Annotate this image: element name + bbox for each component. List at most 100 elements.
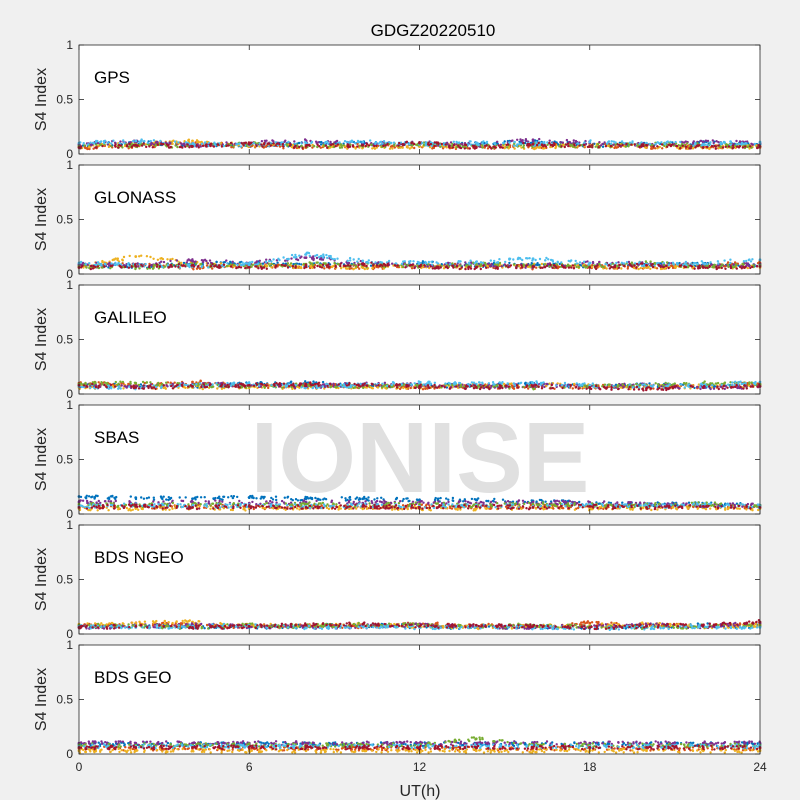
scatter-dot	[270, 260, 273, 263]
scatter-dot	[508, 257, 511, 260]
scatter-dot	[370, 261, 373, 264]
scatter-dot	[207, 266, 210, 269]
scatter-dot	[433, 141, 436, 144]
scatter-dot	[619, 386, 623, 389]
scatter-dot	[653, 261, 657, 265]
scatter-dot	[712, 264, 715, 267]
scatter-dot	[131, 140, 135, 143]
scatter-dot	[95, 143, 98, 146]
scatter-dot	[354, 265, 358, 268]
scatter-dot	[410, 146, 413, 149]
scatter-dot	[356, 142, 359, 146]
scatter-dot	[567, 259, 570, 263]
scatter-dot	[130, 145, 134, 148]
scatter-dot	[274, 144, 277, 147]
scatter-dot	[402, 386, 405, 390]
scatter-dot	[392, 141, 396, 144]
scatter-dot	[644, 260, 648, 263]
scatter-dot	[81, 264, 84, 268]
scatter-dot	[697, 267, 700, 270]
scatter-dot	[250, 265, 253, 268]
scatter-dot	[606, 144, 610, 147]
scatter-dot	[445, 262, 448, 265]
scatter-dot	[129, 141, 132, 144]
scatter-dot	[435, 265, 438, 268]
scatter-dot	[614, 141, 617, 144]
scatter-dot	[84, 263, 88, 266]
scatter-dot	[120, 266, 123, 269]
scatter-dot	[295, 255, 298, 259]
scatter-dot	[531, 259, 534, 262]
scatter-dot	[504, 260, 507, 264]
scatter-dot	[649, 267, 652, 270]
scatter-dot	[397, 144, 400, 147]
scatter-dot	[437, 267, 440, 270]
scatter-dot	[330, 265, 334, 269]
scatter-dot	[560, 264, 564, 267]
scatter-dot	[623, 264, 626, 267]
scatter-dot	[510, 382, 513, 385]
scatter-dot	[620, 140, 624, 143]
scatter-dot	[356, 145, 359, 148]
scatter-dot	[711, 139, 714, 142]
scatter-dot	[493, 141, 496, 145]
scatter-dot	[272, 142, 275, 145]
scatter-dot	[169, 381, 172, 384]
scatter-dot	[82, 142, 85, 145]
scatter-dot	[563, 145, 566, 149]
scatter-dot	[300, 263, 303, 266]
scatter-dot	[686, 142, 689, 145]
scatter-dot	[367, 259, 370, 262]
axes-background	[79, 165, 760, 274]
scatter-dot	[757, 144, 760, 147]
scatter-dot	[356, 260, 359, 263]
scatter-dot	[639, 266, 642, 270]
data-point	[701, 146, 705, 149]
scatter-dot	[604, 262, 607, 266]
scatter-dot	[225, 141, 228, 144]
scatter-dot	[503, 146, 506, 149]
scatter-dot	[256, 142, 259, 145]
scatter-dot	[370, 143, 373, 146]
scatter-dot	[694, 141, 697, 145]
scatter-dot	[165, 384, 168, 387]
scatter-dot	[506, 143, 510, 146]
scatter-dot	[229, 263, 232, 266]
scatter-dot	[742, 260, 746, 263]
scatter-dot	[535, 266, 538, 269]
scatter-dot	[610, 140, 613, 143]
scatter-dot	[100, 262, 103, 266]
scatter-dot	[246, 266, 249, 269]
scatter-dot	[313, 266, 316, 269]
scatter-dot	[357, 263, 360, 267]
scatter-dot	[98, 143, 102, 146]
scatter-dot	[729, 261, 732, 265]
scatter-dot	[548, 382, 551, 385]
scatter-dot	[255, 144, 258, 147]
scatter-dot	[326, 146, 329, 149]
scatter-dot	[599, 144, 603, 147]
scatter-dot	[379, 263, 383, 266]
scatter-dot	[166, 264, 170, 267]
scatter-dot	[388, 147, 392, 150]
scatter-dot	[689, 264, 692, 267]
scatter-dot	[346, 267, 349, 270]
scatter-dot	[410, 267, 414, 270]
scatter-dot	[648, 142, 652, 146]
scatter-dot	[190, 264, 193, 267]
scatter-dot	[637, 267, 640, 271]
scatter-dot	[571, 387, 574, 390]
scatter-dot	[139, 141, 142, 144]
scatter-dot	[607, 264, 610, 267]
scatter-dot	[259, 262, 262, 266]
scatter-dot	[715, 140, 718, 143]
scatter-dot	[298, 254, 301, 257]
scatter-dot	[367, 144, 371, 147]
scatter-dot	[532, 265, 536, 268]
scatter-dot	[213, 141, 216, 144]
scatter-dot	[743, 142, 746, 145]
scatter-dot	[545, 256, 548, 260]
scatter-dot	[110, 262, 113, 265]
scatter-dot	[382, 144, 385, 148]
scatter-dot	[496, 261, 500, 264]
